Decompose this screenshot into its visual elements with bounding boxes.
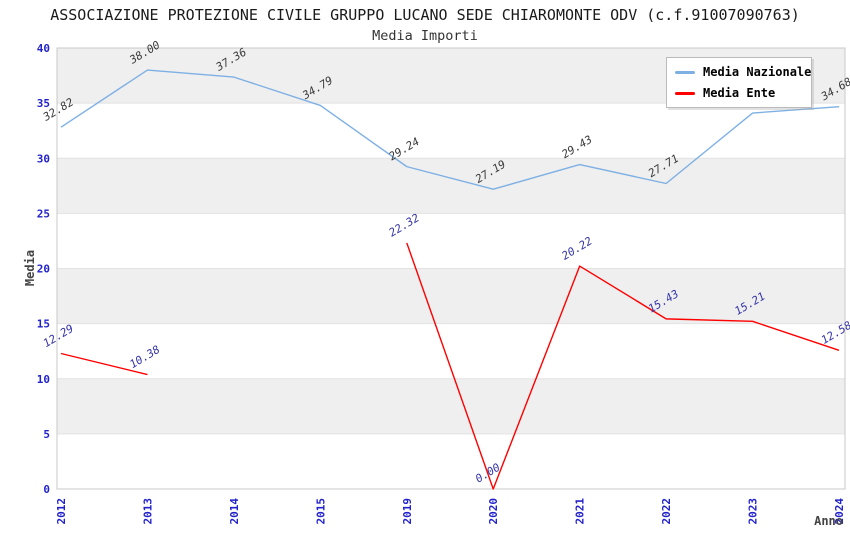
plot-band (57, 378, 845, 434)
x-tick-label: 2013 (141, 498, 154, 525)
x-axis-title: Anno (814, 514, 843, 528)
x-tick-label: 2015 (314, 498, 327, 525)
y-tick-label: 10 (37, 373, 50, 386)
x-tick-label: 2022 (660, 498, 673, 525)
legend-item-media-ente: Media Ente (675, 86, 807, 100)
legend-swatch-nazionale-icon (675, 70, 695, 74)
y-tick-label: 0 (43, 483, 50, 496)
x-tick-label: 2014 (228, 498, 241, 525)
y-tick-label: 5 (43, 428, 50, 441)
plot-band (57, 268, 845, 324)
y-tick-label: 15 (37, 318, 50, 331)
plot-band (57, 103, 845, 159)
legend-label-nazionale: Media Nazionale (703, 65, 812, 79)
x-tick-label: 2023 (747, 498, 760, 525)
x-tick-label: 2019 (401, 498, 414, 525)
series-line-1 (60, 352, 148, 376)
x-tick-label: 2020 (487, 498, 500, 525)
y-tick-label: 20 (37, 263, 50, 276)
x-tick-label: 2024 (833, 498, 846, 525)
x-tick-label: 2021 (574, 498, 587, 525)
y-tick-label: 35 (37, 97, 50, 110)
chart-subtitle: Media Importi (372, 28, 478, 44)
plot-border (56, 47, 846, 490)
y-tick-label: 25 (37, 207, 50, 220)
y-axis-title: Media (23, 249, 37, 287)
legend-label-ente: Media Ente (703, 86, 776, 100)
y-tick-label: 30 (37, 152, 50, 165)
legend-item-media-nazionale: Media Nazionale (675, 65, 811, 79)
y-tick-label: 40 (37, 42, 50, 55)
legend-swatch-ente-icon (675, 91, 695, 95)
plot-band (57, 433, 845, 489)
series-line-0 (60, 69, 840, 190)
plot-band (57, 213, 845, 269)
legend: Media Nazionale Media Ente (666, 57, 812, 108)
series-line-1 (406, 242, 840, 490)
chart-title: ASSOCIAZIONE PROTEZIONE CIVILE GRUPPO LU… (50, 6, 800, 24)
x-tick-label: 2012 (55, 498, 68, 525)
plot-band (57, 158, 845, 214)
